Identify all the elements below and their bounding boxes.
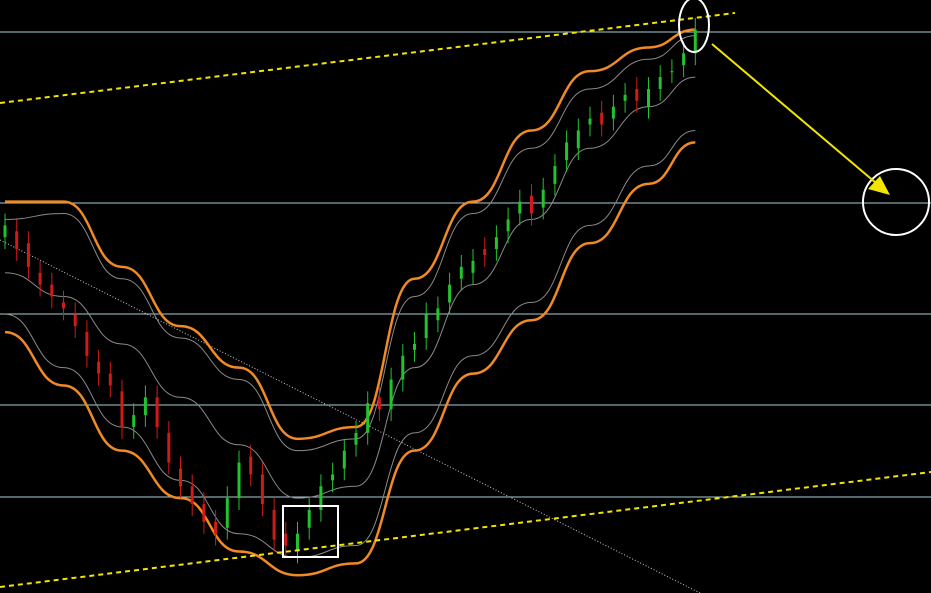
candle-body bbox=[459, 266, 463, 279]
highlight-circle bbox=[678, 0, 710, 53]
candle-body bbox=[260, 474, 264, 505]
candle-body bbox=[506, 219, 510, 232]
candle-body bbox=[97, 361, 101, 374]
candle-body bbox=[214, 521, 218, 534]
candle-body bbox=[471, 260, 475, 273]
arrow-head bbox=[868, 176, 890, 195]
candle-body bbox=[424, 314, 428, 339]
candle-body bbox=[307, 509, 311, 528]
level-lines bbox=[0, 31, 931, 498]
candle-body bbox=[284, 533, 288, 546]
lower-channel-line bbox=[0, 471, 931, 588]
candle-body bbox=[389, 379, 393, 410]
candle-body bbox=[3, 225, 7, 238]
candle-body bbox=[108, 373, 112, 386]
candle-body bbox=[331, 474, 335, 481]
candle-body bbox=[296, 533, 299, 552]
candle-body bbox=[15, 231, 19, 250]
candle-body bbox=[623, 94, 627, 101]
candle-body bbox=[190, 486, 194, 505]
candle-body bbox=[249, 456, 253, 475]
candle-body bbox=[225, 498, 229, 528]
band-line bbox=[4, 35, 696, 452]
candle-body bbox=[179, 468, 182, 487]
candle-body bbox=[167, 432, 171, 463]
candle-body bbox=[600, 112, 604, 125]
candle-body bbox=[530, 195, 533, 214]
candle-body bbox=[553, 166, 557, 184]
candle-body bbox=[319, 486, 323, 510]
candle-body bbox=[377, 397, 381, 410]
candle-body bbox=[682, 53, 686, 66]
candle-body bbox=[155, 397, 159, 427]
upper-channel-line bbox=[0, 12, 736, 104]
projection-arrow bbox=[711, 43, 877, 184]
candle-body bbox=[576, 130, 580, 149]
candle-body bbox=[635, 88, 639, 101]
band-line bbox=[4, 141, 696, 577]
candle-body bbox=[647, 88, 650, 107]
candle-body bbox=[541, 189, 545, 208]
candle-body bbox=[658, 77, 662, 89]
candle-body bbox=[272, 509, 276, 540]
candle-body bbox=[518, 201, 522, 214]
candle-body bbox=[565, 142, 569, 161]
candle-body bbox=[366, 403, 370, 433]
candle-body bbox=[413, 343, 416, 350]
candle-body bbox=[62, 302, 65, 309]
candle-body bbox=[611, 106, 615, 119]
highlight-box bbox=[282, 505, 339, 558]
target-circle bbox=[862, 168, 930, 236]
candle-body bbox=[436, 308, 440, 321]
candle-body bbox=[143, 397, 147, 416]
candle-body bbox=[670, 71, 674, 73]
candle-body bbox=[26, 243, 30, 267]
candle-body bbox=[693, 29, 697, 54]
candle-body bbox=[237, 462, 241, 499]
candle-body bbox=[38, 272, 42, 285]
candle-body bbox=[85, 332, 89, 356]
candle-body bbox=[132, 415, 136, 427]
candle-body bbox=[354, 432, 358, 445]
candle-body bbox=[73, 314, 77, 327]
candle-body bbox=[120, 391, 124, 427]
candle-body bbox=[588, 118, 592, 125]
candle-body bbox=[483, 249, 487, 255]
candle-body bbox=[202, 504, 206, 522]
plot-area bbox=[3, 17, 697, 577]
candle-body bbox=[401, 355, 405, 380]
candle-body bbox=[494, 237, 498, 250]
candle-body bbox=[342, 450, 346, 469]
candle-body bbox=[448, 284, 452, 303]
candle-body bbox=[50, 284, 54, 297]
band-line bbox=[4, 76, 696, 499]
